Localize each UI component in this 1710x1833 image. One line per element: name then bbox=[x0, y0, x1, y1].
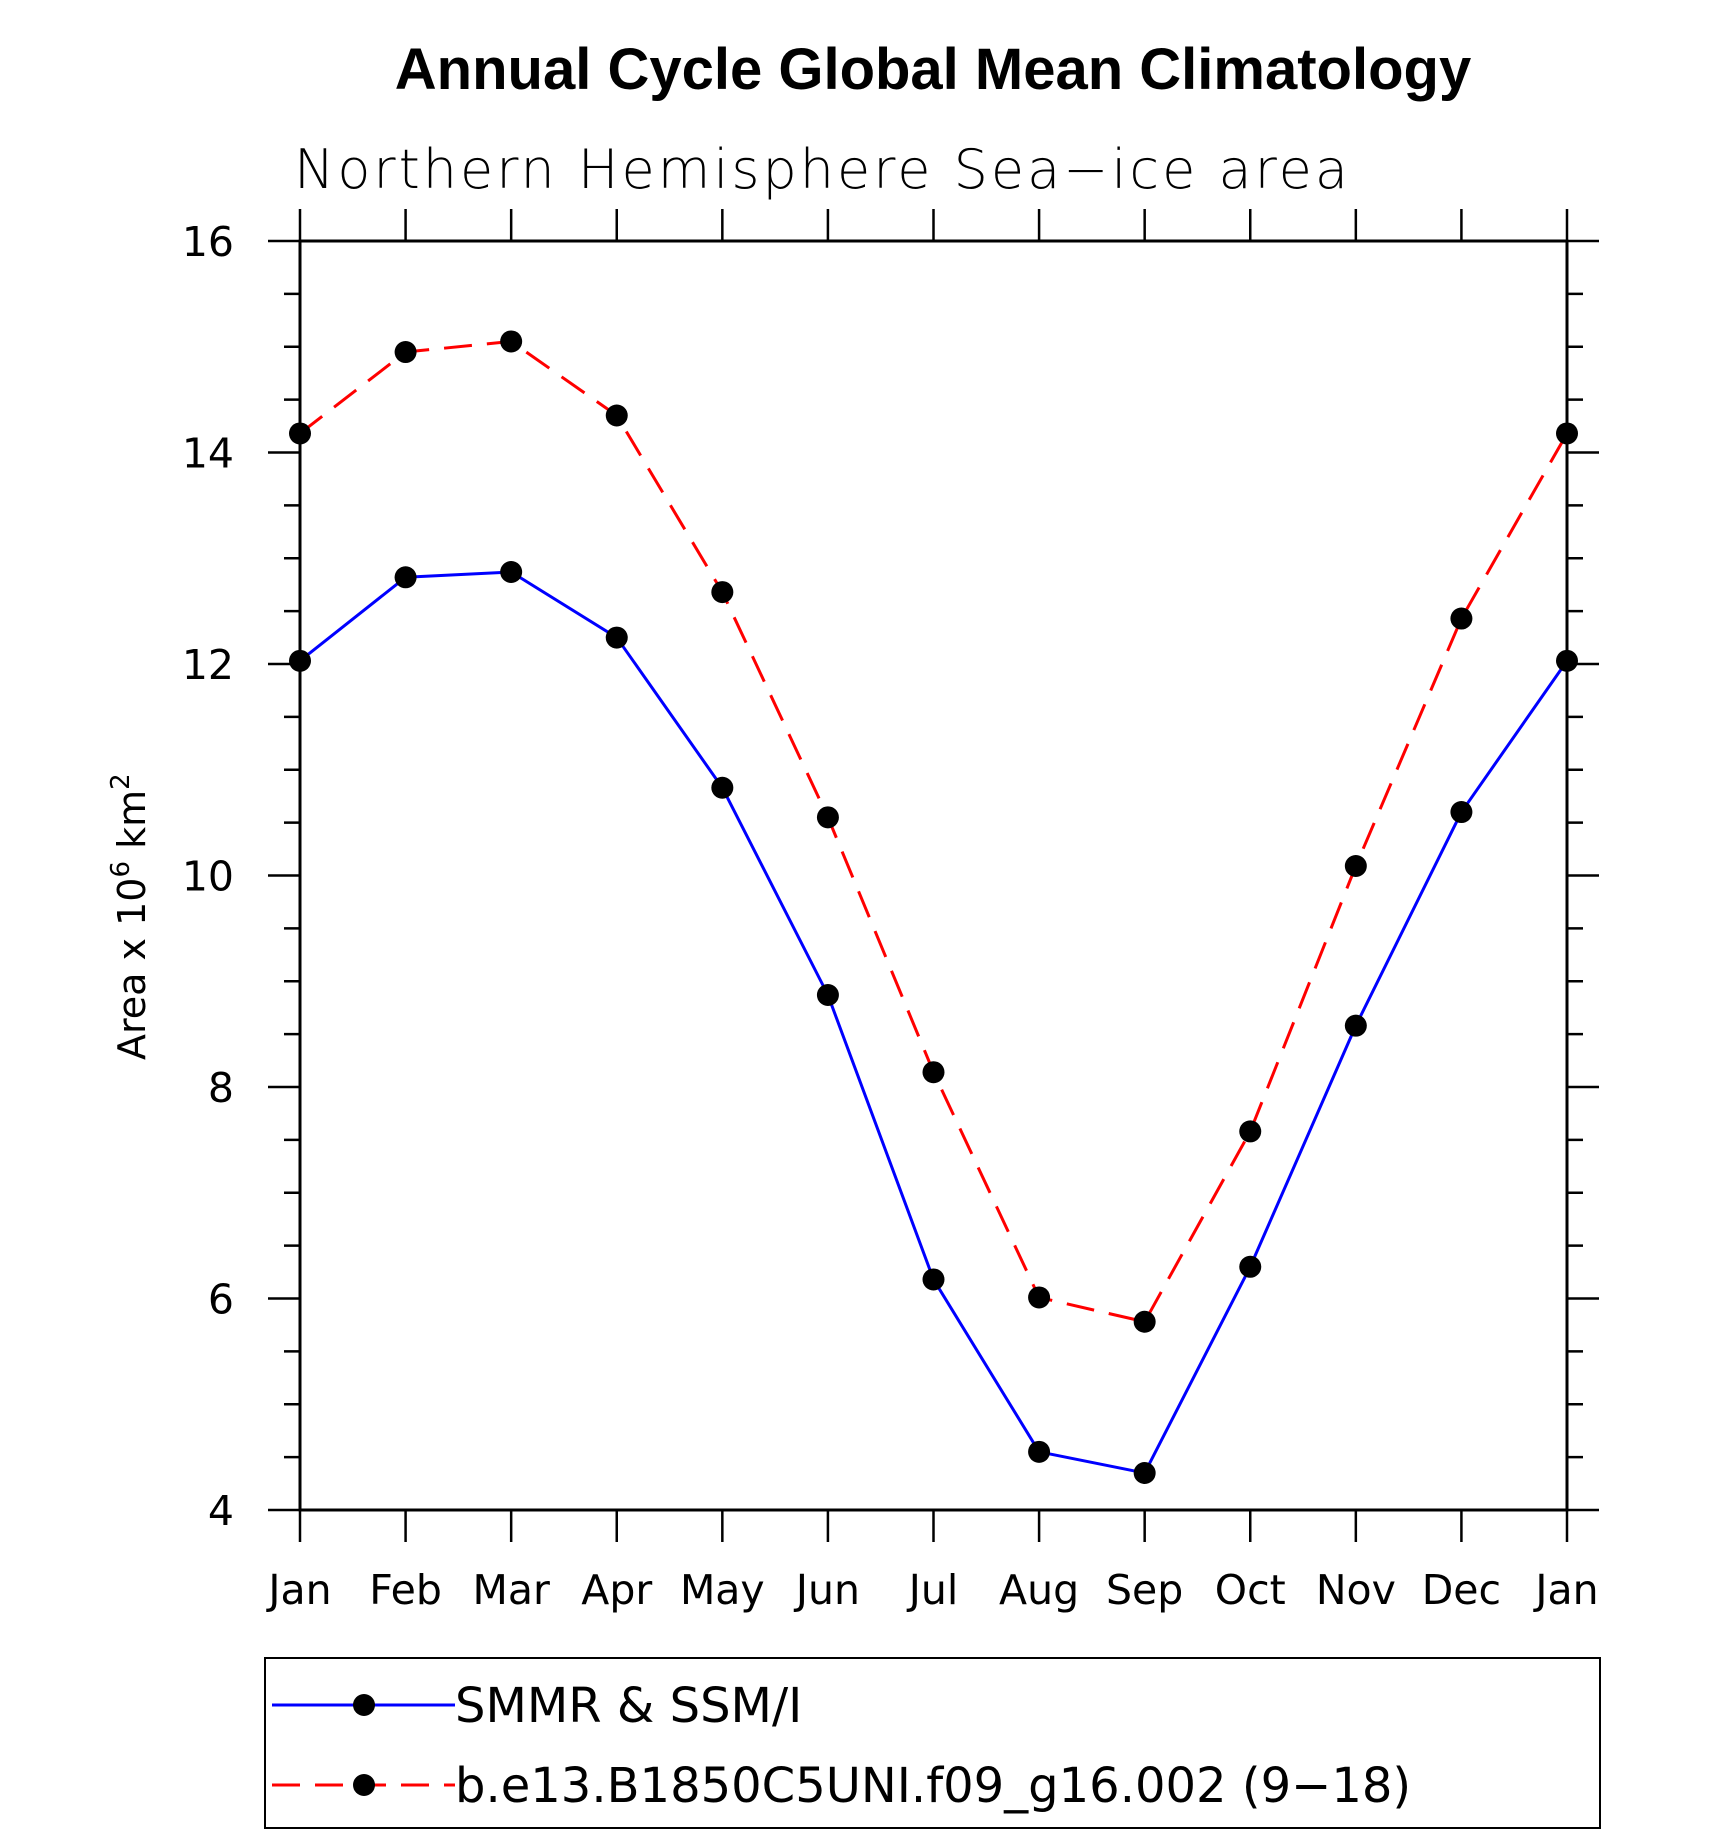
y-tick-label: 12 bbox=[182, 641, 234, 689]
data-point bbox=[394, 341, 417, 364]
data-point bbox=[1239, 1255, 1262, 1278]
data-point bbox=[289, 422, 311, 445]
y-axis-label-main: Area x 10 bbox=[110, 878, 154, 1060]
data-point bbox=[1556, 649, 1578, 672]
series-group bbox=[289, 330, 1578, 1333]
x-tick-label: Jun bbox=[793, 1566, 860, 1614]
data-point bbox=[816, 983, 839, 1006]
data-point bbox=[1450, 801, 1473, 824]
legend-label-model: b.e13.B1850C5UNI.f09_g16.002 (9−18) bbox=[455, 1758, 1411, 1814]
x-tick-label: Jan bbox=[1532, 1566, 1598, 1614]
data-point bbox=[500, 330, 523, 353]
data-point bbox=[605, 404, 628, 427]
data-point bbox=[605, 626, 628, 649]
data-point bbox=[922, 1061, 945, 1084]
y-tick-label: 10 bbox=[182, 853, 234, 901]
y-axis-label-exponent-2: 2 bbox=[106, 773, 136, 790]
data-point bbox=[1344, 854, 1367, 877]
data-point bbox=[816, 806, 839, 829]
legend-marker-smmr bbox=[353, 1694, 375, 1716]
y-tick-label: 8 bbox=[208, 1064, 234, 1112]
y-tick-label: 6 bbox=[208, 1276, 234, 1324]
x-tick-label: Mar bbox=[472, 1566, 549, 1614]
legend-box bbox=[264, 1657, 1601, 1829]
y-axis-label-unit: km bbox=[110, 790, 154, 861]
data-point bbox=[1133, 1310, 1156, 1333]
x-tick-label: Nov bbox=[1316, 1566, 1396, 1614]
x-axis-ticks: Jan Feb Mar Apr May Jun Jul Aug Sep Oct Nov Dec Jan bbox=[265, 209, 1599, 1614]
data-point bbox=[289, 649, 311, 672]
data-point bbox=[711, 776, 734, 799]
data-point bbox=[1344, 1014, 1367, 1037]
x-tick-label: Jul bbox=[906, 1566, 958, 1614]
legend: SMMR & SSM/I b.e13.B1850C5UNI.f09_g16.00… bbox=[264, 1657, 1601, 1829]
chart-title: Annual Cycle Global Mean Climatology bbox=[395, 37, 1471, 102]
x-tick-label: May bbox=[680, 1566, 765, 1614]
data-point bbox=[1556, 422, 1578, 445]
data-point bbox=[1028, 1286, 1051, 1309]
x-tick-label: Feb bbox=[369, 1566, 442, 1614]
data-point bbox=[1133, 1461, 1156, 1484]
x-tick-label: Jan bbox=[265, 1566, 331, 1614]
series-line-model bbox=[299, 339, 1569, 1324]
x-tick-label: Sep bbox=[1106, 1566, 1183, 1614]
x-tick-label: Apr bbox=[581, 1566, 652, 1614]
data-point bbox=[1450, 607, 1473, 630]
y-axis-label: Area x 106 km2 bbox=[106, 773, 154, 1060]
legend-marker-model bbox=[353, 1774, 375, 1796]
plot-frame bbox=[298, 239, 1569, 1512]
y-axis-label-exponent-1: 6 bbox=[106, 861, 136, 878]
data-point bbox=[711, 581, 734, 604]
x-tick-label: Oct bbox=[1215, 1566, 1286, 1614]
data-point bbox=[1239, 1120, 1262, 1143]
data-point bbox=[394, 566, 417, 589]
series-group bbox=[289, 560, 1578, 1484]
y-tick-label: 14 bbox=[182, 430, 234, 478]
data-point bbox=[922, 1268, 945, 1291]
chart-subtitle: Northern Hemisphere Sea−ice area bbox=[294, 138, 1351, 201]
legend-label-smmr: SMMR & SSM/I bbox=[455, 1678, 802, 1734]
series-layer bbox=[289, 330, 1578, 1484]
x-tick-label: Dec bbox=[1422, 1566, 1501, 1614]
data-point bbox=[1028, 1440, 1051, 1463]
series-line-smmr bbox=[299, 570, 1569, 1475]
y-tick-label: 4 bbox=[208, 1487, 234, 1535]
data-point bbox=[500, 560, 523, 583]
x-tick-label: Aug bbox=[999, 1566, 1079, 1614]
y-axis-ticks: 4 6 8 10 12 14 16 bbox=[182, 218, 1599, 1535]
plot-axes bbox=[298, 239, 1569, 1512]
y-tick-label: 16 bbox=[182, 218, 234, 266]
